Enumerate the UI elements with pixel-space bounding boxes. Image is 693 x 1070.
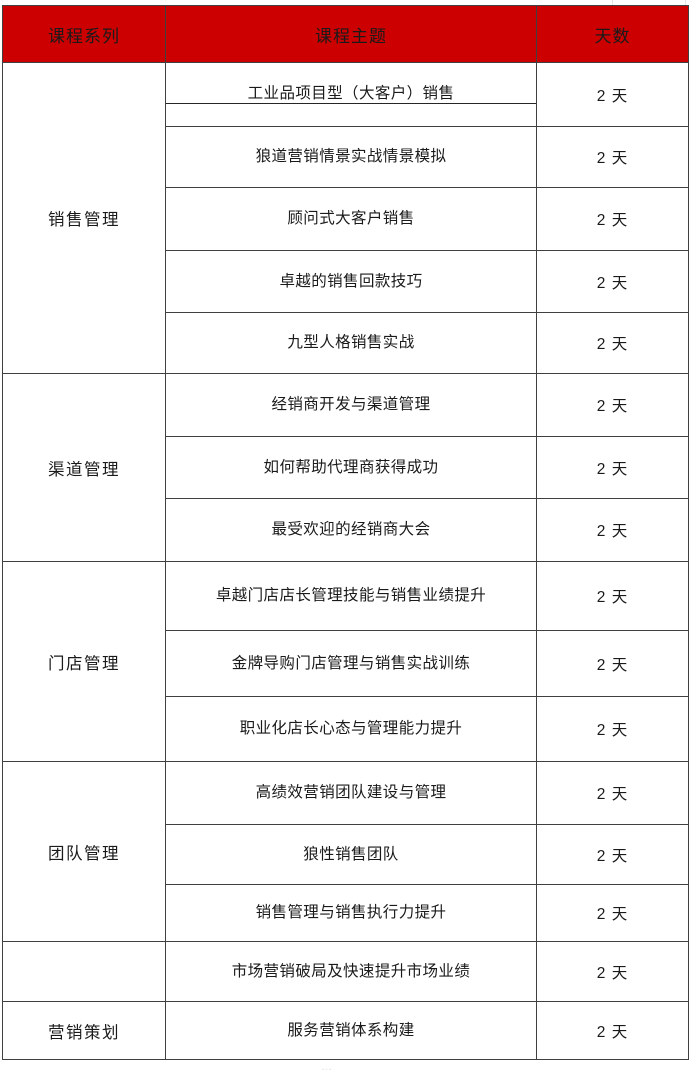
days-cell: 2 天 (536, 187, 689, 251)
topic-text: 九型人格销售实战 (287, 334, 415, 352)
series-cell: 营销策划 (2, 1001, 166, 1060)
days-cell: 2 天 (536, 373, 689, 437)
column-header-series: 课程系列 (2, 5, 166, 63)
topic-text: 服务营销体系构建 (287, 1021, 415, 1039)
table-header: 课程系列 课程主题 天数 (2, 5, 689, 63)
days-cell: 2 天 (536, 630, 689, 697)
days-cell: 2 天 (536, 884, 689, 942)
days-cell: 2 天 (536, 1001, 689, 1060)
series-cell: 团队管理 (2, 761, 166, 942)
days-cell: 2 天 (536, 561, 689, 631)
topic-cell: 经销商开发与渠道管理 (165, 373, 537, 437)
series-cell: 门店管理 (2, 561, 166, 762)
column-header-days: 天数 (536, 5, 689, 63)
topic-text: 狼道营销情景实战情景模拟 (255, 148, 447, 166)
table-row: 金牌导购门店管理与销售实战训练 2 天 (3, 630, 689, 697)
topic-text: 金牌导购门店管理与销售实战训练 (231, 654, 471, 672)
topic-cell: 销售管理与销售执行力提升 (165, 884, 537, 942)
topic-cell: 高绩效营销团队建设与管理 (165, 761, 537, 825)
table-row: 销售管理与销售执行力提升 2 天 (3, 884, 689, 942)
table-row: 狼道营销情景实战情景模拟 2 天 (3, 126, 689, 188)
series-cell: 销售管理 (2, 62, 166, 374)
days-cell: 2 天 (536, 498, 689, 562)
topic-cell: 卓越门店店长管理技能与销售业绩提升 (165, 561, 537, 631)
table-row: 职业化店长心态与管理能力提升 2 天 (3, 696, 689, 762)
topic-text: 顾问式大客户销售 (287, 210, 415, 228)
topic-text: 卓越的销售回款技巧 (279, 272, 423, 290)
table-row: 销售管理 工业品项目型（大客户）销售 2 天 (2, 62, 689, 374)
days-cell: 2 天 (536, 250, 689, 313)
topic-text: 最受欢迎的经销商大会 (271, 521, 431, 539)
topic-cell: 卓越的销售回款技巧 (165, 250, 537, 313)
topic-text: 经销商开发与渠道管理 (271, 396, 431, 414)
topic-cell: 市场营销破局及快速提升市场业绩 (165, 941, 537, 1002)
topic-cell: 服务营销体系构建 (165, 1001, 537, 1060)
days-cell: 2 天 (536, 126, 689, 188)
days-cell: 2 天 (536, 941, 689, 1002)
course-catalog-table: 课程系列 课程主题 天数 销售管理 工业品项目型（大客户）销售 2 天狼道营销情景实… (2, 5, 689, 1060)
topic-cell: 狼道营销情景实战情景模拟 (165, 126, 537, 188)
topic-cell: 最受欢迎的经销商大会 (165, 498, 537, 562)
table-body: 销售管理 工业品项目型（大客户）销售 2 天狼道营销情景实战情景模拟 2 天顾问式大客… (2, 62, 689, 1060)
topic-cell: 如何帮助代理商获得成功 (165, 436, 537, 499)
table-row: 门店管理 卓越门店店长管理技能与销售业绩提升 2 天 (2, 561, 689, 762)
days-cell: 2 天 (536, 761, 689, 825)
topic-cell: 顾问式大客户销售 (165, 187, 537, 251)
table-row: 如何帮助代理商获得成功 2 天 (3, 436, 689, 499)
days-cell: 2 天 (536, 62, 689, 127)
table-row: 最受欢迎的经销商大会 2 天 (3, 498, 689, 562)
table-row: 团队管理 高绩效营销团队建设与管理 2 天 (2, 761, 689, 942)
table-row: 卓越的销售回款技巧 2 天 (3, 250, 689, 313)
table-row: 渠道管理 经销商开发与渠道管理 2 天 (2, 373, 689, 562)
topic-cell: 工业品项目型（大客户）销售 (165, 62, 537, 127)
topic-text: 工业品项目型（大客户）销售 (166, 85, 536, 105)
days-cell: 2 天 (536, 824, 689, 885)
topic-text: 职业化店长心态与管理能力提升 (239, 720, 463, 738)
topic-text: 如何帮助代理商获得成功 (263, 458, 439, 476)
table-row: 狼性销售团队 2 天 (3, 824, 689, 885)
topic-cell: 职业化店长心态与管理能力提升 (165, 696, 537, 762)
table-row: 市场营销破局及快速提升市场业绩 2 天 (2, 941, 689, 1002)
days-cell: 2 天 (536, 436, 689, 499)
topic-text: 高绩效营销团队建设与管理 (255, 784, 447, 802)
series-cell: 渠道管理 (2, 373, 166, 562)
series-cell-empty (2, 941, 166, 1002)
topic-text: 市场营销破局及快速提升市场业绩 (231, 962, 471, 980)
topic-cell: 狼性销售团队 (165, 824, 537, 885)
topic-cell: 金牌导购门店管理与销售实战训练 (165, 630, 537, 697)
topic-text: 销售管理与销售执行力提升 (255, 904, 447, 922)
topic-text: 卓越门店店长管理技能与销售业绩提升 (215, 587, 487, 605)
column-header-topic: 课程主题 (165, 5, 537, 63)
topic-cell: 九型人格销售实战 (165, 312, 537, 374)
days-cell: 2 天 (536, 696, 689, 762)
days-cell: 2 天 (536, 312, 689, 374)
table-row: 营销策划 服务营销体系构建 2 天 (2, 1001, 689, 1060)
header-row: 课程系列 课程主题 天数 (2, 5, 689, 63)
bottom-edge-artifact: 。。。 (322, 1066, 336, 1070)
topic-text: 狼性销售团队 (303, 845, 399, 863)
